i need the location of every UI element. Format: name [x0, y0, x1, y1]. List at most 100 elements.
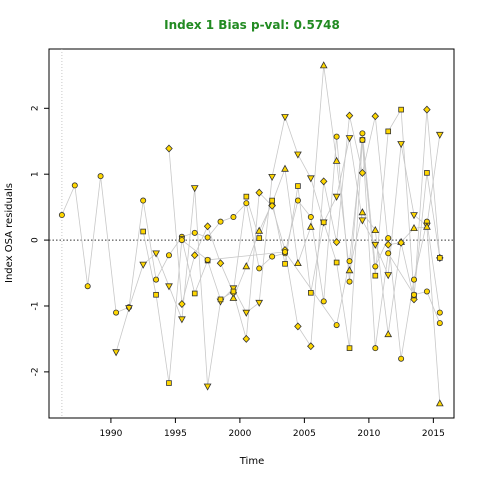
data-point-square: [282, 261, 288, 267]
x-tick-label: 2010: [357, 429, 380, 439]
series-line-1: [61, 133, 441, 359]
data-point-triangle-up: [229, 293, 238, 301]
data-point-triangle-up: [255, 226, 264, 234]
plot-frame: [48, 48, 455, 419]
x-tick-label: 1990: [99, 429, 122, 439]
x-tick-label: 2000: [228, 429, 251, 439]
data-point-triangle-down: [139, 261, 148, 269]
data-point-diamond: [332, 238, 341, 247]
data-point-circle: [204, 256, 211, 263]
data-markers: [58, 61, 444, 407]
x-axis-label: Time: [239, 456, 264, 467]
data-point-triangle-down: [371, 241, 380, 249]
data-point-diamond: [397, 238, 405, 247]
series-line-4: [168, 109, 441, 348]
data-point-square: [191, 290, 198, 297]
data-point-triangle-up: [358, 208, 367, 216]
data-point-diamond: [319, 177, 328, 186]
data-point-circle: [333, 133, 340, 140]
data-point-circle: [359, 130, 366, 137]
data-point-circle: [385, 250, 392, 257]
data-point-triangle-down: [435, 131, 444, 139]
data-point-circle: [436, 309, 443, 316]
data-point-circle: [436, 320, 443, 327]
data-point-circle: [256, 265, 263, 272]
data-point-circle: [230, 214, 237, 221]
data-point-square: [256, 235, 263, 241]
data-point-circle: [320, 298, 327, 305]
data-point-triangle-down: [203, 383, 212, 391]
data-point-triangle-down: [152, 250, 160, 258]
data-point-square: [320, 219, 327, 226]
data-point-diamond: [423, 105, 431, 114]
y-tick-label: 0: [31, 237, 41, 243]
data-point-square: [217, 296, 224, 303]
data-point-circle: [423, 288, 430, 295]
data-point-triangle-up: [242, 262, 251, 270]
data-point-triangle-down: [125, 305, 133, 313]
data-point-circle: [97, 173, 104, 180]
data-point-triangle-up: [423, 222, 431, 230]
data-point-triangle-down: [255, 299, 264, 307]
data-point-circle: [372, 345, 379, 352]
data-point-square: [385, 128, 392, 135]
data-point-triangle-down: [178, 316, 186, 324]
data-point-square: [437, 255, 443, 261]
data-point-triangle-down: [410, 212, 418, 220]
data-point-triangle-up: [281, 164, 289, 172]
data-point-circle: [359, 136, 366, 143]
data-point-triangle-down: [294, 151, 302, 159]
data-point-circle: [58, 212, 65, 219]
data-point-circle: [217, 218, 224, 225]
data-point-circle: [307, 214, 314, 221]
data-point-triangle-down: [190, 185, 199, 193]
data-point-triangle-down: [165, 283, 173, 291]
data-point-diamond: [255, 188, 263, 197]
data-point-triangle-up: [345, 266, 354, 274]
data-point-triangle-down: [242, 309, 251, 317]
data-point-diamond: [384, 240, 392, 249]
data-point-triangle-down: [332, 193, 341, 201]
data-point-circle: [294, 197, 301, 204]
y-tick-label: 2: [31, 105, 41, 111]
y-axis-label: Index OSA residuals: [4, 183, 15, 283]
data-point-circle: [153, 276, 160, 283]
data-point-diamond: [216, 259, 225, 268]
data-point-square: [295, 183, 301, 189]
x-axis: 1990 1995 2000 2005 2010 2015: [99, 418, 445, 439]
data-point-circle: [385, 235, 392, 242]
data-point-diamond: [307, 342, 315, 351]
data-point-square: [243, 193, 250, 200]
data-point-circle: [411, 291, 418, 298]
data-point-circle: [346, 258, 353, 265]
data-point-triangle-up: [332, 156, 341, 164]
data-point-circle: [84, 283, 91, 290]
data-point-diamond: [178, 300, 186, 308]
data-point-diamond: [268, 201, 276, 210]
data-point-circle: [269, 253, 276, 260]
data-point-square: [230, 288, 237, 295]
data-point-circle: [191, 229, 198, 236]
data-point-triangle-up: [371, 225, 380, 234]
data-point-square: [398, 106, 404, 113]
data-point-triangle-down: [397, 141, 405, 149]
data-point-diamond: [203, 222, 212, 231]
x-tick-label: 1995: [164, 429, 187, 439]
data-point-diamond: [294, 322, 302, 331]
data-point-diamond: [371, 112, 380, 121]
data-point-square: [140, 228, 146, 235]
data-point-square: [424, 170, 430, 176]
data-point-circle: [204, 234, 211, 241]
data-point-circle: [372, 263, 379, 270]
data-point-diamond: [242, 334, 251, 343]
data-point-diamond: [345, 111, 354, 120]
data-point-triangle-up: [384, 330, 393, 338]
data-point-circle: [346, 278, 353, 285]
x-tick-label: 2015: [422, 429, 445, 439]
reference-lines: [49, 49, 454, 418]
data-point-diamond: [358, 168, 367, 177]
data-point-circle: [113, 309, 120, 316]
y-tick-label: 1: [31, 171, 41, 177]
data-point-circle: [243, 200, 250, 207]
